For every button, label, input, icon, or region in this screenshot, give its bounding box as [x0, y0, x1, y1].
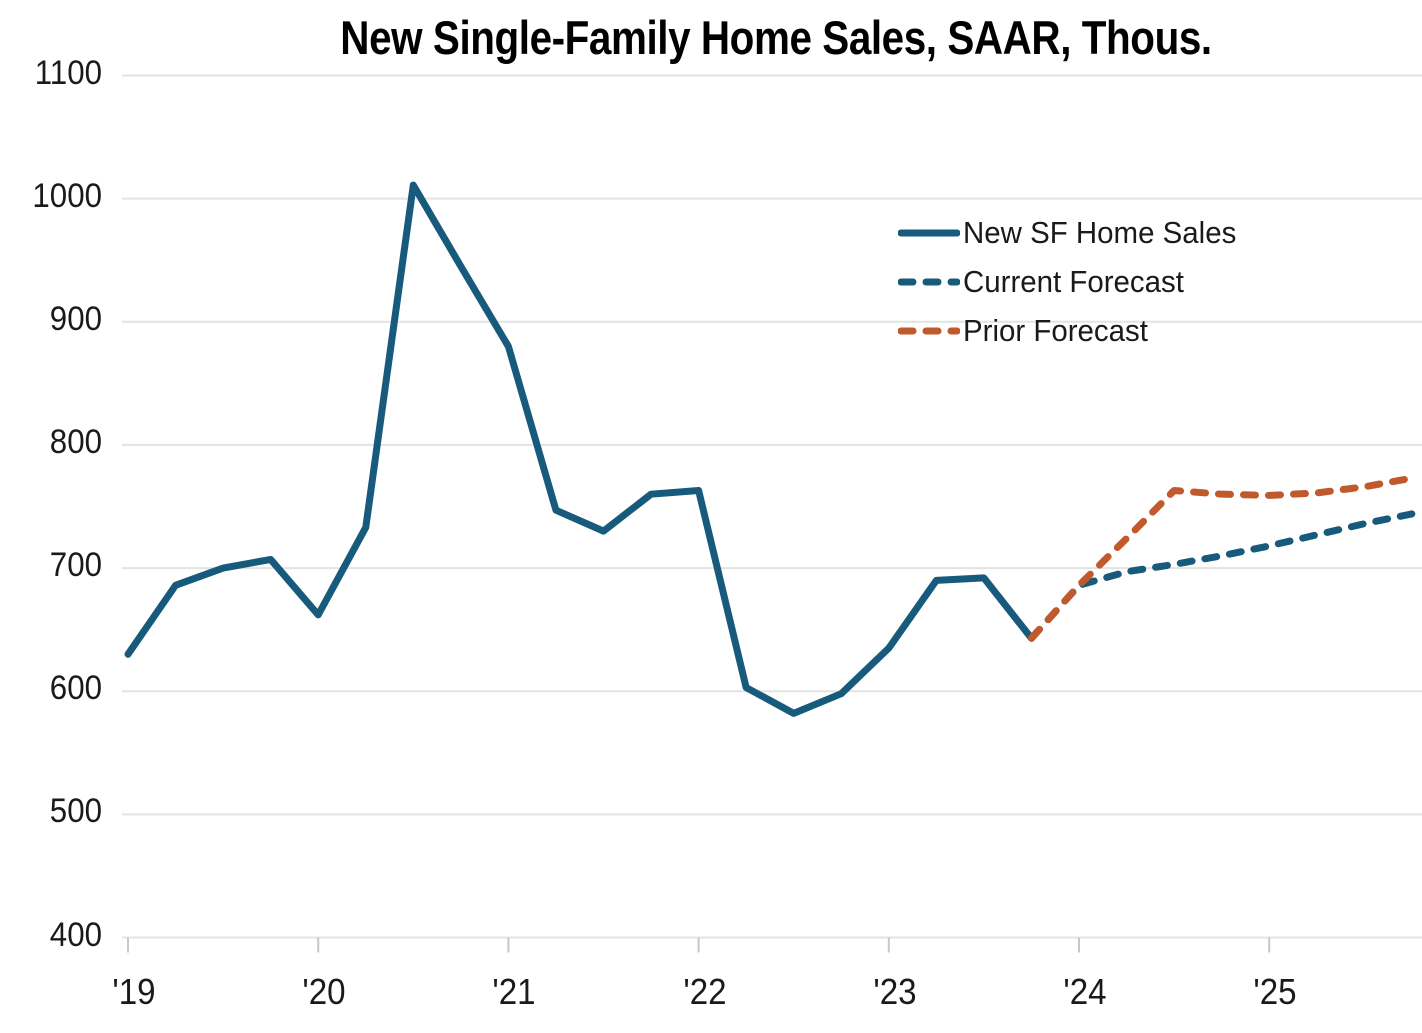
y-tick-label-900: 900	[49, 299, 102, 338]
legend-item-current-forecast: Current Forecast	[898, 257, 1251, 306]
series-line-current-forecast	[1027, 510, 1416, 642]
y-tick-label-800: 800	[49, 422, 102, 461]
x-tick-label-25: '25	[1253, 971, 1297, 1012]
legend-swatch-dashed-line-icon	[898, 278, 960, 285]
x-tick-label-19: '19	[112, 971, 156, 1012]
y-tick-label-400: 400	[49, 915, 102, 954]
legend-swatch-dashed-line-icon	[898, 327, 960, 334]
series-line-new-sf-home-sales	[124, 181, 1035, 717]
x-tick-label-21: '21	[492, 971, 536, 1012]
x-tick-label-20: '20	[302, 971, 346, 1012]
legend: New SF Home Sales Current Forecast Prior…	[898, 208, 1251, 355]
series-line-prior-forecast	[1027, 474, 1416, 642]
legend-item-new-sf-home-sales: New SF Home Sales	[898, 208, 1251, 257]
y-tick-label-700: 700	[49, 546, 102, 585]
x-tick-label-23: '23	[873, 971, 917, 1012]
chart-title: New Single-Family Home Sales, SAAR, Thou…	[340, 11, 1212, 64]
legend-item-prior-forecast: Prior Forecast	[898, 306, 1251, 355]
y-tick-label-1000: 1000	[32, 176, 102, 215]
legend-label: Current Forecast	[963, 263, 1184, 299]
y-tick-label-500: 500	[49, 792, 102, 831]
legend-label: New SF Home Sales	[963, 214, 1237, 250]
legend-swatch-solid-line-icon	[898, 229, 960, 236]
y-tick-label-1100: 1100	[34, 53, 102, 92]
legend-label: Prior Forecast	[963, 312, 1148, 348]
y-tick-label-600: 600	[49, 669, 102, 708]
x-tick-label-22: '22	[683, 971, 727, 1012]
x-tick-label-24: '24	[1063, 971, 1107, 1012]
